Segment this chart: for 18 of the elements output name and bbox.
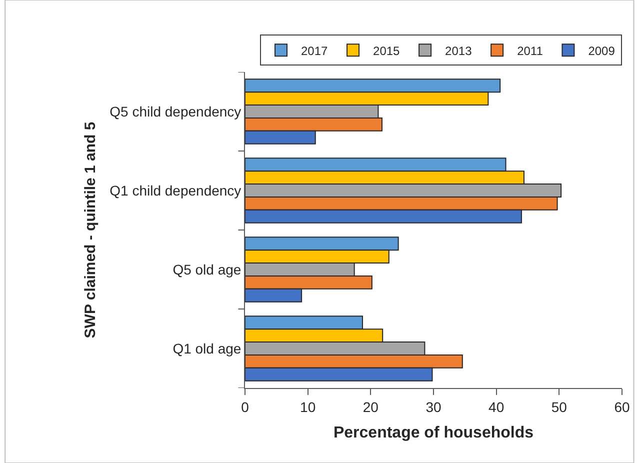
- y-tick-label: Q5 old age: [172, 261, 242, 278]
- x-tick-label: 40: [488, 398, 504, 415]
- legend-label: 2011: [517, 44, 544, 58]
- x-tick-label: 0: [241, 398, 250, 415]
- x-tick-label: 10: [300, 398, 316, 415]
- legend-label: 2015: [373, 44, 400, 58]
- legend-label: 2009: [588, 44, 616, 58]
- x-tick-label: 20: [362, 398, 379, 415]
- y-tick-label: Q1 child dependency: [110, 182, 242, 198]
- legend-label: 2013: [445, 44, 472, 58]
- x-tick-label: 30: [426, 398, 442, 415]
- x-tick-label: 50: [551, 398, 568, 415]
- y-tick-label: Q1 old age: [172, 340, 242, 356]
- legend-label: 2017: [301, 44, 328, 58]
- x-tick-label: 60: [614, 398, 630, 415]
- x-axis-title: Percentage of households: [333, 424, 534, 442]
- y-tick-label: Q5 child dependency: [110, 103, 242, 120]
- y-axis-title: SWP claimed - quintile 1 and 5: [82, 122, 99, 338]
